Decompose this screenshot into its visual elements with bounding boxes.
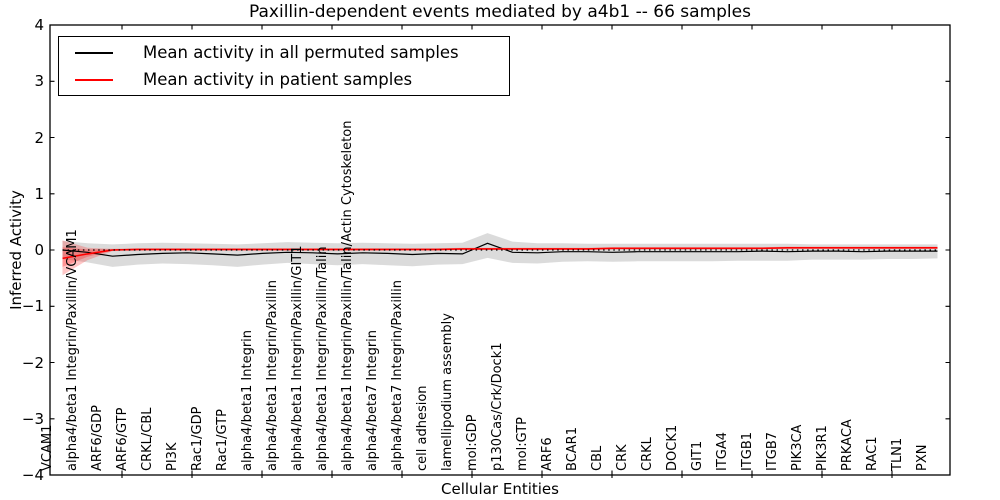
x-category-label: GIT1 (689, 440, 705, 471)
patient-line-swatch-icon (75, 78, 113, 81)
x-category-label: RAC1 (864, 436, 880, 471)
x-category-label: ARF6/GDP (89, 405, 105, 471)
y-tick-label: 4 (34, 16, 44, 34)
x-axis-label: Cellular Entities (441, 480, 559, 498)
x-category-label: alpha4/beta1 Integrin/Paxillin (264, 279, 280, 471)
x-category-label: PXN (914, 444, 930, 471)
x-category-label: CRK (614, 444, 630, 471)
x-category-label: PIK3R1 (814, 425, 830, 471)
x-category-label: p130Cas/Crk/Dock1 (489, 342, 505, 471)
permuted-line-swatch-icon (75, 51, 113, 54)
x-category-label: alpha4/beta1 Integrin/Paxillin/GIT1 (289, 245, 305, 471)
x-category-label: ITGA4 (714, 431, 730, 471)
y-tick-label: 0 (34, 241, 44, 259)
x-category-label: BCAR1 (564, 427, 580, 471)
x-category-label: alpha4/beta1 Integrin/Paxillin/VCAM1 (64, 229, 80, 471)
permuted-confidence-band (62, 233, 938, 267)
legend-item-label: Mean activity in all permuted samples (143, 43, 459, 62)
x-category-label: ARF6/GTP (114, 407, 130, 471)
y-tick-label: 1 (34, 184, 44, 203)
x-category-label: alpha4/beta1 Integrin/Paxillin/Talin/Act… (339, 120, 355, 471)
x-category-label: mol:GTP (514, 417, 530, 471)
x-category-label: alpha4/beta1 Integrin/Paxillin/Talin (314, 246, 330, 471)
y-tick-label: −3 (21, 409, 44, 428)
y-tick-label: 2 (34, 128, 44, 147)
y-tick-label: −4 (21, 466, 44, 484)
x-category-label: CRKL (639, 437, 655, 471)
x-category-label: CRKL/CBL (139, 407, 155, 472)
x-category-label: alpha4/beta1 Integrin (239, 329, 255, 471)
x-category-label: mol:GDP (464, 414, 480, 471)
y-axis-label: Inferred Activity (7, 190, 25, 310)
x-category-label: PRKACA (839, 419, 855, 471)
x-category-label: lamellipodium assembly (439, 313, 455, 471)
x-category-label: PI3K (164, 442, 180, 471)
x-category-label: ITGB7 (764, 431, 780, 471)
legend-item-label: Mean activity in patient samples (143, 70, 413, 89)
x-category-label: TLN1 (889, 437, 905, 471)
x-category-label: VCAM1 (39, 424, 55, 471)
x-category-label: alpha4/beta7 Integrin (364, 329, 380, 471)
y-tick-label: −1 (21, 297, 44, 316)
patient-mean-line (62, 247, 938, 260)
x-category-label: Rac1/GDP (189, 406, 205, 471)
legend-item-patient: Mean activity in patient samples (59, 68, 509, 91)
permuted-mean-line (62, 242, 938, 257)
x-category-label: ARF6 (539, 437, 555, 471)
y-tick-label: −2 (21, 353, 44, 372)
axis-ticks (50, 24, 950, 478)
chart-title: Paxillin-dependent events mediated by a4… (249, 2, 751, 22)
legend: Mean activity in all permuted samples Me… (58, 36, 510, 96)
x-category-label: CBL (589, 445, 605, 471)
x-category-label: PIK3CA (789, 424, 805, 471)
x-category-label: alpha4/beta7 Integrin/Paxillin (389, 279, 405, 471)
x-category-label: cell adhesion (414, 385, 430, 471)
x-category-label: Rac1/GTP (214, 409, 230, 471)
y-tick-label: 3 (34, 72, 44, 91)
x-category-label: DOCK1 (664, 424, 680, 471)
legend-item-permuted: Mean activity in all permuted samples (59, 41, 509, 64)
x-category-label: ITGB1 (739, 431, 755, 471)
